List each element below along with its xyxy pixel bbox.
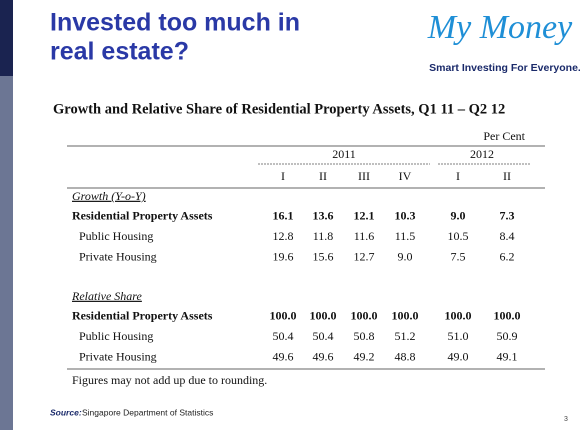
section-heading: Growth (Y-o-Y) [72,189,146,203]
cell: 10.3 [395,208,416,222]
page-number: 3 [564,416,568,423]
cell: 51.0 [448,329,469,343]
cell: 6.2 [500,249,515,263]
row-label: Public Housing [79,329,153,343]
slide-title: real estate? [50,38,189,66]
cell: 11.5 [395,229,416,243]
cell: 12.7 [354,249,375,263]
row-label: Residential Property Assets [72,308,213,322]
cell: 49.1 [497,349,518,363]
source: Singapore Department of Statistics [82,407,213,417]
cell: 8.4 [500,229,515,243]
cell: 100.0 [351,308,378,322]
cell: 100.0 [270,308,297,322]
table-title: Growth and Relative Share of Residential… [53,101,505,117]
slide-title: Invested too much in [50,9,300,37]
quarter-header: II [319,169,327,183]
row-label: Public Housing [79,229,153,243]
cell: 100.0 [392,308,419,322]
cell: 49.6 [273,349,294,363]
quarter-header: I [281,169,285,183]
row-label: Private Housing [79,349,157,363]
logo: My Money [427,9,573,46]
cell: 100.0 [445,308,472,322]
cell: 11.8 [313,229,334,243]
cell: 50.4 [273,329,294,343]
row-label: Private Housing [79,249,157,263]
cell: 12.8 [273,229,294,243]
side-bar [0,76,13,430]
cell: 7.5 [451,249,466,263]
cell: 50.9 [497,329,518,343]
cell: 7.3 [500,208,515,222]
cell: 10.5 [448,229,469,243]
section-heading: Relative Share [71,289,143,303]
cell: 49.0 [448,349,469,363]
footnote: Figures may not add up due to rounding. [72,373,267,387]
cell: 49.2 [354,349,375,363]
cell: 49.6 [313,349,334,363]
cell: 19.6 [273,249,294,263]
source-label: Source: [50,407,82,417]
cell: 50.8 [354,329,375,343]
cell: 13.6 [313,208,334,222]
row-label: Residential Property Assets [72,208,213,222]
cell: 100.0 [310,308,337,322]
logo-tagline: Smart Investing For Everyone. [429,62,580,74]
cell: 11.6 [354,229,375,243]
side-bar-top [0,0,13,76]
year-header: 2012 [470,147,494,161]
cell: 15.6 [313,249,334,263]
cell: 50.4 [313,329,334,343]
cell: 51.2 [395,329,416,343]
quarter-header: II [503,169,511,183]
cell: 12.1 [354,208,375,222]
cell: 9.0 [451,208,466,222]
year-header: 2011 [332,147,356,161]
table-unit: Per Cent [483,129,525,143]
cell: 100.0 [494,308,521,322]
cell: 9.0 [398,249,413,263]
quarter-header: III [358,169,370,183]
cell: 48.8 [395,349,416,363]
quarter-header: IV [399,169,412,183]
quarter-header: I [456,169,460,183]
cell: 16.1 [273,208,294,222]
